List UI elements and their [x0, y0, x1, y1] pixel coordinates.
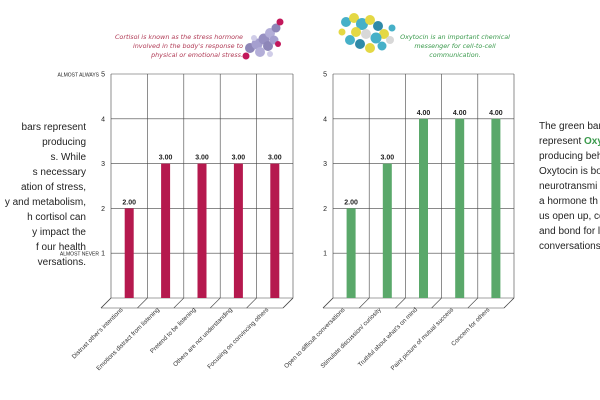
oxytocin-highlight: Oxy — [584, 136, 600, 147]
cortisol-data-label: 2.00 — [122, 199, 136, 206]
cortisol-ytick-label: 5 — [101, 72, 105, 79]
oxytocin-description: The green bar represent Oxy producing be… — [539, 119, 600, 254]
cortisol-bar — [197, 163, 207, 298]
oxytocin-bar — [491, 118, 501, 298]
oxytocin-category-label: Stimulate discussion/ curiosity — [319, 306, 383, 370]
oxytocin-data-label: 4.00 — [489, 110, 503, 117]
oxytocin-category-label: Open to difficult conversations — [283, 306, 346, 369]
oxytocin-description-line: conversations — [539, 241, 600, 252]
oxytocin-data-label: 4.00 — [453, 110, 467, 117]
oxytocin-description-line: The green bar — [539, 121, 600, 132]
cortisol-ytick-text-label: ALMOST NEVER — [60, 252, 99, 258]
cortisol-bar — [161, 163, 171, 298]
oxytocin-category-label: Truthful about what's on mind — [357, 306, 419, 368]
oxytocin-floor-divider — [503, 297, 515, 309]
cortisol-caption: Cortisol is known as the stress hormone … — [114, 33, 243, 59]
oxytocin-description-rest: producing beh Oxytocin is bo neurotransmi a… — [539, 149, 600, 254]
cortisol-floor-divider — [246, 297, 257, 309]
cortisol-ytick-label: 2 — [101, 206, 105, 213]
cortisol-bar — [270, 163, 280, 298]
cortisol-description-line: s. While — [50, 152, 86, 163]
oxytocin-ytick-label: 2 — [323, 206, 327, 213]
oxytocin-bar — [455, 118, 465, 298]
cortisol-data-label: 3.00 — [159, 155, 173, 162]
oxytocin-ytick-label: 3 — [323, 161, 327, 168]
cortisol-description-line: producing — [42, 137, 86, 148]
oxytocin-floor-divider — [322, 297, 334, 309]
cortisol-data-label: 3.00 — [195, 155, 209, 162]
cortisol-floor-divider — [282, 297, 294, 309]
oxytocin-data-label: 4.00 — [417, 110, 431, 117]
oxytocin-floor-divider — [358, 297, 370, 309]
oxytocin-bar — [419, 118, 428, 298]
oxytocin-category-label: Concern for others — [450, 306, 491, 347]
cortisol-description: bars represent producing s. While s necessa… — [0, 120, 86, 270]
cortisol-ytick-label: 1 — [101, 251, 105, 258]
cortisol-data-label: 3.00 — [268, 155, 282, 162]
oxytocin-data-label: 3.00 — [380, 155, 394, 162]
cortisol-floor-divider — [100, 297, 112, 309]
cortisol-ytick-label: 4 — [101, 116, 105, 123]
cortisol-category-label: Others are not understanding — [172, 306, 234, 368]
oxytocin-description-line: producing beh — [539, 151, 600, 162]
oxytocin-ytick-label: 5 — [323, 72, 327, 79]
cortisol-description-line: f our health — [35, 242, 86, 253]
cortisol-floor-divider — [137, 297, 148, 309]
oxytocin-description-line: us open up, co — [539, 211, 600, 222]
cortisol-data-label: 3.00 — [232, 155, 246, 162]
oxytocin-floor-divider — [395, 297, 406, 309]
oxytocin-floor-divider — [467, 297, 479, 309]
oxytocin-description-text: represent — [539, 136, 585, 147]
cortisol-ytick-label: 3 — [101, 161, 105, 168]
cortisol-category-label: Focusing on convincing others — [206, 306, 270, 370]
cortisol-description-line: versations. — [37, 257, 86, 268]
oxytocin-description-line: represent Oxy — [539, 134, 600, 149]
oxytocin-description-line: neurotransmi — [539, 181, 598, 192]
oxytocin-bar — [346, 208, 356, 298]
oxytocin-data-label: 2.00 — [344, 199, 358, 206]
cortisol-description-line: y and metabolism, — [4, 197, 86, 208]
oxytocin-ytick-label: 4 — [323, 116, 327, 123]
cortisol-description-line: s necessary — [32, 167, 86, 178]
cortisol-bar — [233, 163, 243, 298]
oxytocin-bar — [382, 163, 392, 298]
oxytocin-molecule-illustration — [338, 13, 396, 53]
cortisol-description-line: h cortisol can — [27, 212, 86, 223]
cortisol-category-label: Emotions distract from listening — [95, 306, 161, 372]
cortisol-floor-divider — [209, 297, 221, 309]
cortisol-floor-divider — [173, 297, 185, 309]
oxytocin-category-label: Paint picture of mutual success — [390, 306, 456, 372]
oxytocin-ytick-label: 1 — [323, 251, 327, 258]
cortisol-description-line: ation of stress, — [20, 182, 86, 193]
cortisol-ytick-text-label: ALMOST ALWAYS — [58, 73, 100, 79]
oxytocin-description-line: and bond for l — [539, 226, 600, 237]
oxytocin-floor-divider — [431, 297, 442, 309]
cortisol-description-line: bars represent — [21, 122, 86, 133]
cortisol-molecule-illustration — [242, 18, 284, 60]
oxytocin-description-line: Oxytocin is bo — [539, 166, 600, 177]
cortisol-description-line: y impact the — [32, 227, 86, 238]
oxytocin-description-line: a hormone th — [539, 196, 598, 207]
cortisol-bar — [124, 208, 134, 298]
oxytocin-caption: Oxytocin is an important chemical messen… — [400, 33, 510, 59]
